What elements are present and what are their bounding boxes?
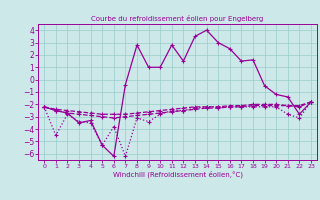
Title: Courbe du refroidissement éolien pour Engelberg: Courbe du refroidissement éolien pour En…: [92, 15, 264, 22]
X-axis label: Windchill (Refroidissement éolien,°C): Windchill (Refroidissement éolien,°C): [113, 171, 243, 178]
